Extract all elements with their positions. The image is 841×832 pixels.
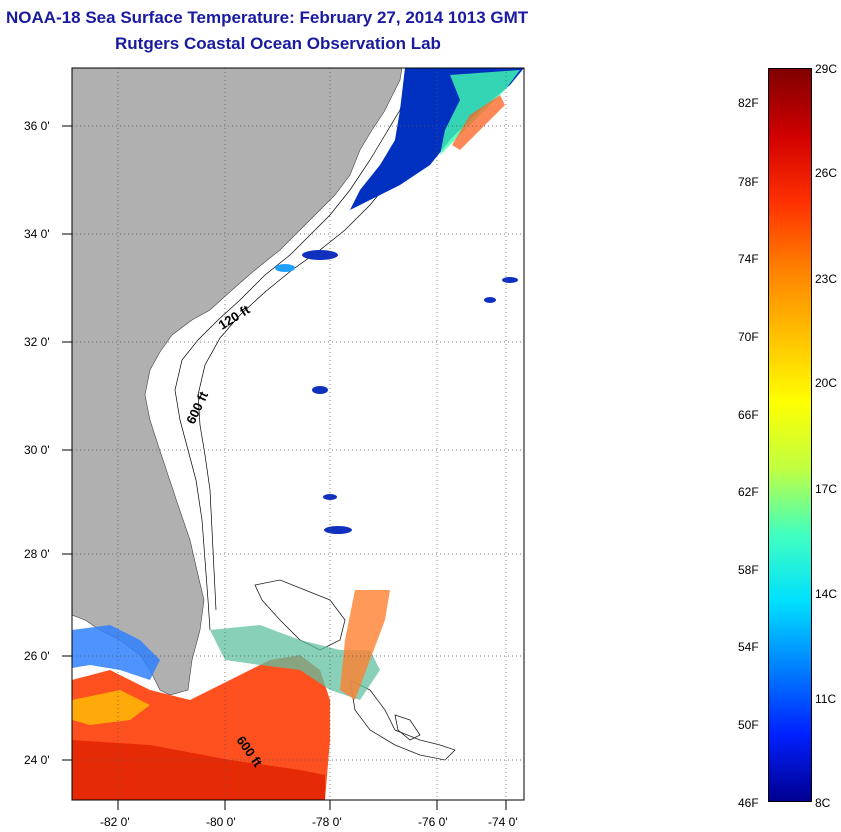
colorbar-c-label: 23C <box>815 272 838 286</box>
colorbar-c-label: 17C <box>815 482 838 496</box>
sst-east-patch <box>340 590 390 700</box>
sst-northeast-hot <box>452 95 505 150</box>
map-title: NOAA-18 Sea Surface Temperature: Februar… <box>6 8 529 27</box>
lon-label-80: -80 0' <box>206 815 236 829</box>
sst-mid-patch <box>72 690 150 725</box>
colorbar-f-label: 62F <box>738 485 759 499</box>
lon-label-76: -76 0' <box>418 815 448 829</box>
colorbar-f-label: 78F <box>738 175 759 189</box>
island-outline-3 <box>394 714 421 741</box>
sst-cool-patch <box>72 625 160 680</box>
sst-warm-band <box>72 740 325 800</box>
colorbar-f-label: 50F <box>738 718 759 732</box>
axis-ticks <box>62 125 507 810</box>
land-mass <box>71 67 403 696</box>
lon-label-82: -82 0' <box>100 815 130 829</box>
map-frame <box>71 67 525 801</box>
sst-fragment <box>502 277 518 283</box>
colorbar-f-label: 58F <box>738 563 759 577</box>
lat-label-34: 34 0' <box>24 227 50 241</box>
colorbar-c-label: 20C <box>815 376 838 390</box>
colorbar-c-label: 11C <box>815 692 837 706</box>
sst-mixed-patch <box>210 625 380 700</box>
map-subtitle: Rutgers Coastal Ocean Observation Lab <box>115 34 441 53</box>
island-outline-2 <box>349 679 456 761</box>
lat-label-32: 32 0' <box>24 335 50 349</box>
colorbar-f-label: 66F <box>738 408 759 422</box>
island-outline <box>254 579 346 651</box>
temperature-colorbar <box>768 68 812 802</box>
sst-fragment <box>324 526 352 534</box>
lat-label-24: 24 0' <box>24 753 50 767</box>
graticule <box>72 68 524 800</box>
sst-fragment <box>312 386 328 394</box>
colorbar-c-label: 8C <box>815 796 831 810</box>
lat-label-28: 28 0' <box>24 547 50 561</box>
lat-label-26: 26 0' <box>24 649 50 663</box>
lat-label-36: 36 0' <box>24 119 50 133</box>
colorbar-f-label: 70F <box>738 330 759 344</box>
lon-label-74: -74 0' <box>488 815 518 829</box>
sst-fragment <box>275 264 295 272</box>
colorbar-f-label: 82F <box>738 96 759 110</box>
colorbar-f-label: 54F <box>738 640 759 654</box>
colorbar-c-label: 26C <box>815 166 838 180</box>
colorbar-f-label: 46F <box>738 796 759 810</box>
contour-120ft <box>174 79 411 631</box>
lon-label-78: -78 0' <box>312 815 342 829</box>
colorbar-f-label: 74F <box>738 252 759 266</box>
colorbar-c-label: 14C <box>815 587 838 601</box>
colorbar-c-label: 29C <box>815 62 838 76</box>
lat-label-30: 30 0' <box>24 443 50 457</box>
sst-fragment <box>302 250 338 260</box>
sst-fragment <box>484 297 496 303</box>
